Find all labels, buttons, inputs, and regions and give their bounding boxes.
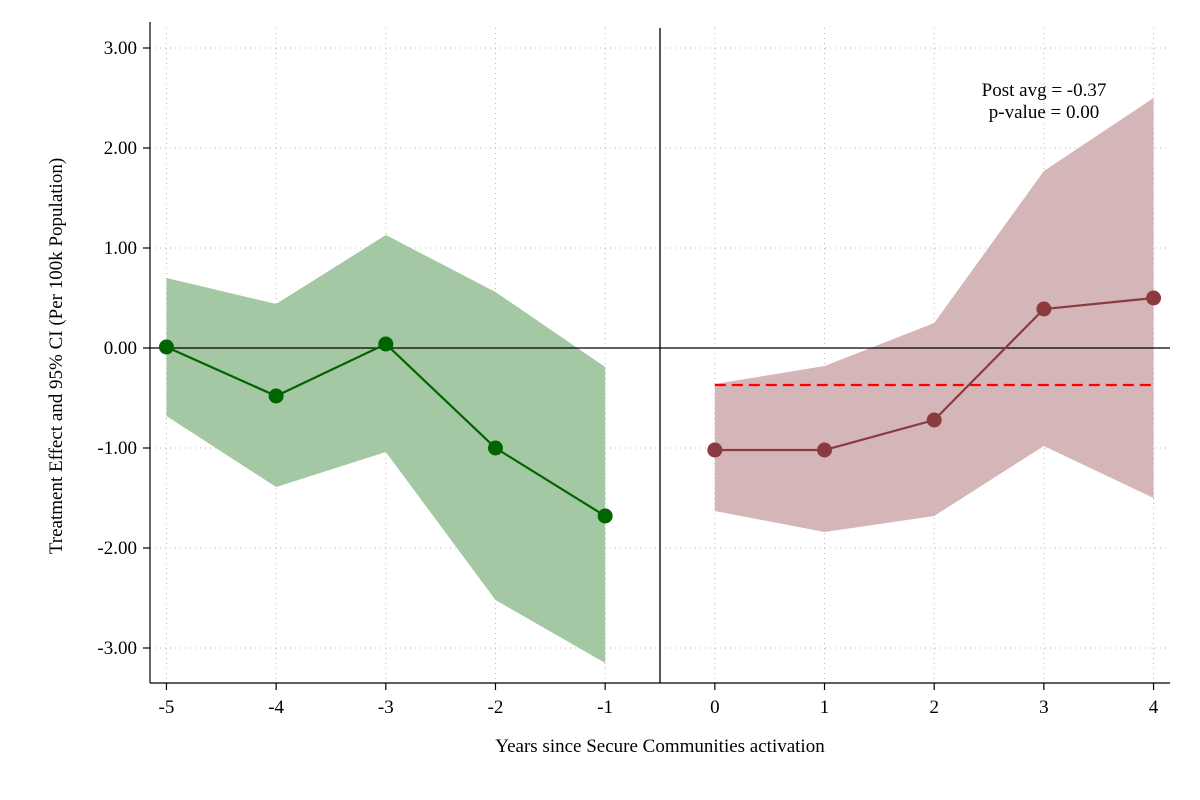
pre-point xyxy=(597,508,613,524)
y-tick-label: 2.00 xyxy=(104,138,137,159)
x-tick-label: 1 xyxy=(820,697,830,718)
y-axis-title: Treatment Effect and 95% CI (Per 100k Po… xyxy=(46,158,67,554)
post-ci-band xyxy=(714,98,1154,532)
post-point xyxy=(817,442,833,458)
pre-point xyxy=(268,388,284,404)
x-tick-label: 4 xyxy=(1149,697,1159,718)
axes xyxy=(143,22,1170,690)
x-axis-title: Years since Secure Communities activatio… xyxy=(495,736,825,757)
reference-lines xyxy=(150,28,1170,683)
y-tick-label: -3.00 xyxy=(97,638,137,659)
pre-point xyxy=(158,339,174,355)
tick-labels: 3.00 2.00 1.00 0.00 -1.00 -2.00 -3.00 -5 -4 -3 -2 -… xyxy=(97,38,1158,718)
y-tick-label: 1.00 xyxy=(104,238,137,259)
x-tick-label: -4 xyxy=(268,697,284,718)
post-point xyxy=(1146,290,1162,306)
y-tick-label: -2.00 xyxy=(97,538,137,559)
pre-point xyxy=(378,336,394,352)
post-point xyxy=(707,442,723,458)
y-tick-label: -1.00 xyxy=(97,438,137,459)
pre-ci-band xyxy=(166,235,606,663)
post-avg-annotation: Post avg = -0.37 xyxy=(982,80,1107,101)
x-tick-label: 3 xyxy=(1039,697,1049,718)
series-points xyxy=(158,290,1162,524)
x-tick-label: -1 xyxy=(597,697,613,718)
x-tick-label: 2 xyxy=(929,697,939,718)
x-tick-label: 0 xyxy=(710,697,720,718)
pre-point xyxy=(487,440,503,456)
confidence-bands xyxy=(166,98,1154,663)
post-point xyxy=(926,412,942,428)
x-tick-label: -5 xyxy=(159,697,175,718)
post-point xyxy=(1036,301,1052,317)
p-value-annotation: p-value = 0.00 xyxy=(989,102,1099,123)
y-tick-label: 0.00 xyxy=(104,338,137,359)
x-tick-label: -2 xyxy=(488,697,504,718)
x-tick-label: -3 xyxy=(378,697,394,718)
y-tick-label: 3.00 xyxy=(104,38,137,59)
